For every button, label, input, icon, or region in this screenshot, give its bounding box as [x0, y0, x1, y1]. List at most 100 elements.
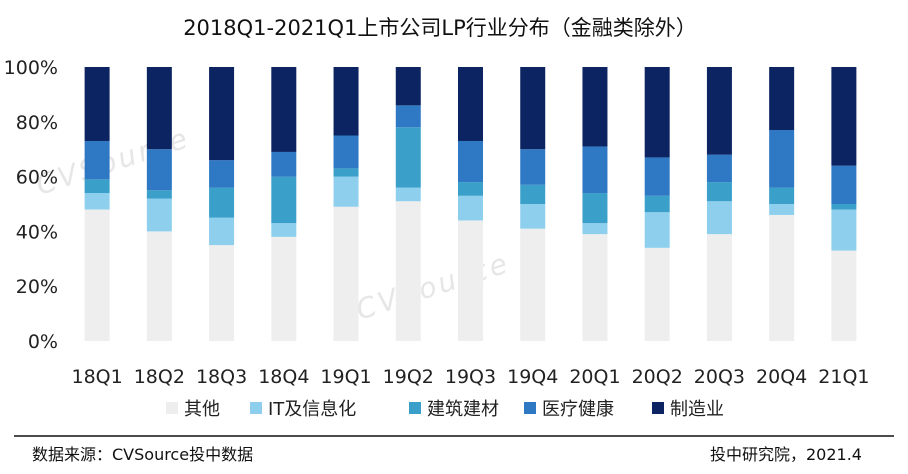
bar-segment — [209, 160, 235, 188]
x-tick-label: 19Q1 — [320, 366, 371, 388]
bar-segment — [706, 154, 732, 183]
x-axis: 18Q1 18Q2 18Q3 18Q4 19Q1 19Q2 19Q3 19Q4 20Q1 20Q2… — [71, 366, 869, 388]
x-tick-label: 18Q3 — [196, 366, 247, 388]
x-tick-label: 18Q1 — [71, 366, 122, 388]
legend-swatch — [250, 402, 262, 414]
bar-segment — [271, 223, 297, 237]
footer-source: 数据来源：CVSource投中数据 — [32, 445, 253, 464]
bar-segment — [769, 67, 795, 131]
bar-segment — [395, 105, 421, 128]
bar-segment — [333, 206, 359, 341]
watermark-text-2: CVSource — [352, 246, 514, 327]
bar-segment — [84, 140, 110, 180]
bar-segment — [831, 209, 857, 251]
bar-segment — [706, 234, 732, 341]
bar-segment — [333, 176, 359, 207]
legend-label: IT及信息化 — [268, 399, 356, 420]
bar-segment — [333, 168, 359, 177]
bar-segment — [706, 67, 732, 155]
legend: 其他 IT及信息化 建筑建材 医疗健康 制造业 — [166, 399, 724, 420]
bar-segment — [146, 190, 172, 199]
bar-segment — [271, 176, 297, 224]
bar-segment — [582, 193, 608, 224]
legend-swatch — [652, 402, 664, 414]
y-tick-label: 100% — [4, 57, 58, 79]
x-tick-label: 19Q3 — [445, 366, 496, 388]
bar-segment — [458, 67, 483, 141]
bar-segment — [831, 67, 857, 166]
bar-segment — [769, 204, 795, 215]
bar-segment — [582, 223, 608, 235]
bar-segment — [644, 212, 670, 248]
bar-segment — [582, 234, 608, 341]
bar-segment — [395, 201, 421, 341]
bar-segment — [209, 187, 235, 218]
bar-segment — [209, 245, 235, 341]
bar-segment — [395, 187, 421, 202]
legend-swatch — [166, 402, 178, 414]
bar-segment — [271, 67, 297, 152]
bar-segment — [209, 67, 235, 161]
legend-swatch — [524, 402, 536, 414]
chart-title: 2018Q1-2021Q1上市公司LP行业分布（金融类除外） — [183, 16, 697, 40]
x-tick-label: 20Q1 — [569, 366, 620, 388]
bar-segment — [333, 135, 359, 169]
bar-segment — [831, 204, 857, 210]
bar-segment — [84, 193, 110, 210]
x-tick-label: 18Q2 — [134, 366, 185, 388]
legend-swatch — [409, 402, 421, 414]
bar-segment — [458, 195, 483, 221]
bar-segment — [769, 187, 795, 204]
bar-segment — [582, 146, 608, 194]
bar-segment — [644, 157, 670, 196]
bar-segment — [458, 140, 483, 183]
bar-segment — [520, 149, 546, 185]
bar-segment — [520, 67, 546, 150]
bar-segment — [520, 204, 546, 229]
bar-segment — [146, 149, 172, 191]
bar-segment — [146, 198, 172, 232]
y-tick-label: 20% — [16, 276, 58, 298]
bar-segment — [520, 184, 546, 204]
x-tick-label: 20Q2 — [632, 366, 683, 388]
bar-segment — [520, 228, 546, 341]
y-tick-label: 80% — [16, 112, 58, 134]
bar-segment — [644, 67, 670, 158]
bar-segment — [831, 165, 857, 204]
legend-label: 医疗健康 — [542, 399, 614, 420]
footer-credit: 投中研究院，2021.4 — [710, 445, 862, 464]
bar-segment — [271, 236, 297, 341]
bar-segment — [831, 250, 857, 341]
bar-segment — [706, 182, 732, 202]
legend-label: 其他 — [184, 399, 220, 420]
x-tick-label: 20Q3 — [694, 366, 745, 388]
bar-segment — [769, 214, 795, 341]
bar-segment — [769, 130, 795, 188]
bars — [84, 67, 857, 341]
bar-segment — [582, 67, 608, 147]
bar-segment — [706, 201, 732, 235]
bar-segment — [84, 209, 110, 341]
bar-segment — [84, 67, 110, 141]
bar-segment — [333, 67, 359, 136]
bar-segment — [146, 231, 172, 341]
y-tick-label: 40% — [16, 221, 58, 243]
bar-segment — [271, 151, 297, 177]
bar-segment — [84, 179, 110, 194]
x-tick-label: 20Q4 — [756, 366, 807, 388]
bar-segment — [644, 247, 670, 341]
x-tick-label: 19Q4 — [507, 366, 558, 388]
bar-segment — [395, 67, 421, 106]
x-tick-label: 21Q1 — [818, 366, 869, 388]
bar-segment — [209, 217, 235, 246]
bar-segment — [644, 195, 670, 213]
y-axis: 0% 20% 40% 60% 80% 100% — [4, 57, 58, 353]
legend-label: 建筑建材 — [427, 399, 499, 420]
legend-label: 制造业 — [670, 399, 724, 420]
bar-segment — [458, 182, 483, 196]
y-tick-label: 0% — [28, 331, 58, 353]
x-tick-label: 18Q4 — [258, 366, 309, 388]
bar-segment — [458, 220, 483, 341]
y-tick-label: 60% — [16, 167, 58, 189]
